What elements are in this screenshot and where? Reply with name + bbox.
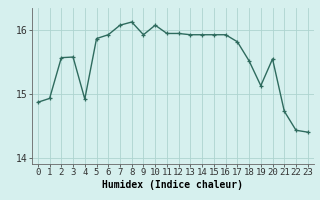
X-axis label: Humidex (Indice chaleur): Humidex (Indice chaleur) bbox=[102, 180, 243, 190]
